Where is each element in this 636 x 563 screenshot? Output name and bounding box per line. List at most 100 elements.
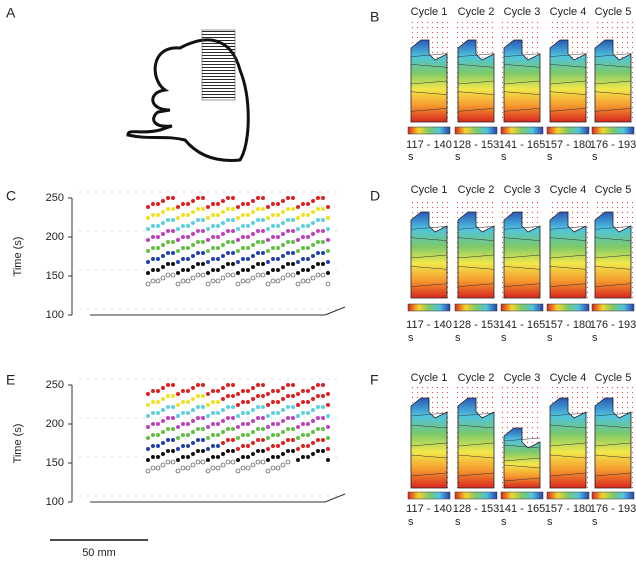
sensor-point (216, 389, 220, 393)
y-tick-label: 100 (46, 496, 64, 508)
sensor-point (156, 202, 160, 206)
guide-dot (271, 378, 273, 380)
contour-line (503, 444, 541, 449)
guide-dot (79, 417, 81, 419)
colorbar (500, 491, 544, 500)
sensor-point (156, 257, 160, 261)
guide-dot (255, 269, 257, 271)
range-label: 141 - 165 (499, 503, 545, 515)
contour-line (457, 442, 495, 447)
sensor-point (251, 430, 255, 434)
sensor-point (291, 383, 295, 387)
sensor-point (261, 427, 265, 431)
sensor-point (251, 221, 255, 225)
contour-line (594, 226, 632, 230)
sensor-point (171, 218, 175, 222)
guide-dot (311, 378, 313, 380)
sensor-point (266, 271, 270, 275)
guide-dot (223, 269, 225, 271)
sensor-point (241, 202, 245, 206)
guide-dot (287, 269, 289, 271)
sensor-point (216, 257, 220, 261)
sensor-point (226, 196, 230, 200)
cycle-label: Cycle 5 (595, 372, 632, 384)
guide-dot (175, 308, 177, 310)
activation-map (503, 39, 541, 123)
colorbar (407, 303, 451, 312)
guide-dot (279, 378, 281, 380)
unit-label: s (455, 516, 461, 528)
cycle-label: Cycle 4 (550, 6, 587, 18)
sensor-point (316, 229, 320, 233)
guide-dot (271, 495, 273, 497)
sensor-point (166, 251, 170, 255)
range-label: 117 - 140 (406, 503, 452, 515)
sensor-point (271, 444, 275, 448)
sensor-point (220, 462, 226, 468)
sensor-point (266, 436, 270, 440)
sensor-point (206, 271, 210, 275)
guide-dot (319, 456, 321, 458)
guide-dot (175, 230, 177, 232)
sensor-point (216, 433, 220, 437)
sensor-point (266, 414, 270, 418)
sensor-point (285, 272, 291, 278)
sensor-point (281, 441, 285, 445)
sensor-point (246, 246, 250, 250)
guide-dot (295, 495, 297, 497)
sensor-point (221, 199, 225, 203)
contour-line (503, 283, 541, 287)
sensor-point (321, 218, 325, 222)
sensor-point (226, 207, 230, 211)
sensor-point (231, 438, 235, 442)
sensor-point (206, 392, 210, 396)
contour-line (503, 437, 541, 442)
sensor-point (251, 408, 255, 412)
sensor-point (176, 260, 180, 264)
sensor-point (256, 262, 260, 266)
sensor-point (241, 455, 245, 459)
sensor-point (301, 268, 305, 272)
sensor-point (161, 221, 165, 225)
guide-dot (103, 230, 105, 232)
sensor-point (170, 272, 176, 278)
sensor-point (276, 389, 280, 393)
guide-dot (223, 456, 225, 458)
contour-line (410, 454, 448, 459)
sensor-point (151, 268, 155, 272)
guide-dot (279, 308, 281, 310)
sensor-point (276, 411, 280, 415)
guide-dot (215, 495, 217, 497)
guide-dot (239, 191, 241, 193)
guide-dot (119, 417, 121, 419)
contour-line (410, 237, 448, 241)
sensor-point (301, 433, 305, 437)
sensor-point (261, 196, 265, 200)
sensor-point (161, 199, 165, 203)
sensor-point (216, 224, 220, 228)
guide-dot (151, 417, 153, 419)
sensor-point (196, 196, 200, 200)
sensor-point (211, 224, 215, 228)
sensor-point (171, 383, 175, 387)
guide-dot (79, 230, 81, 232)
activation-map (549, 397, 587, 489)
sensor-point (301, 257, 305, 261)
sensor-point (241, 213, 245, 217)
sensor-point (281, 430, 285, 434)
sensor-point (321, 196, 325, 200)
sensor-point (266, 425, 270, 429)
guide-dot (215, 230, 217, 232)
activation-map (457, 211, 495, 299)
sensor-point (151, 389, 155, 393)
guide-dot (295, 308, 297, 310)
unit-label: s (547, 332, 553, 344)
sensor-point (226, 262, 230, 266)
sensor-point (160, 462, 166, 468)
guide-dot (327, 191, 329, 193)
sensor-point (161, 441, 165, 445)
colorbar (407, 491, 451, 500)
guide-dot (119, 269, 121, 271)
sensor-point (246, 235, 250, 239)
guide-dot (95, 456, 97, 458)
